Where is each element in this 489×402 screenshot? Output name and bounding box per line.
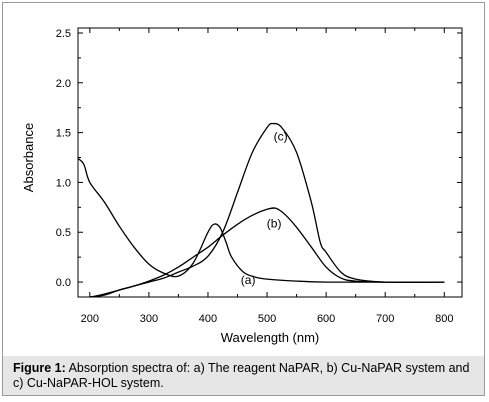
x-tick-label: 800 [435, 313, 453, 325]
labels-group: (a) (b) (c) [241, 130, 288, 287]
y-tick-label: 1.0 [56, 177, 71, 189]
y-tick-label: 2.5 [56, 28, 71, 40]
y-tick-label: 1.5 [56, 128, 71, 140]
x-tick-label: 500 [258, 313, 276, 325]
caption-text: Absorption spectra of: a) The reagent Na… [13, 361, 470, 390]
series-label-b: (b) [267, 216, 282, 230]
axes: 200 300 400 500 600 700 800 0.0 0.5 1.0 1.5 2.0 2.5 W… [21, 27, 463, 345]
figure-frame [2, 2, 485, 396]
series-label-a: (a) [241, 273, 256, 287]
series-label-c: (c) [274, 130, 288, 144]
x-tick-label: 600 [317, 313, 335, 325]
y-tick-label: 2.0 [56, 78, 71, 90]
series-line-a [77, 158, 445, 283]
series-line-c [89, 122, 445, 298]
x-tick-label: 200 [81, 313, 99, 325]
absorption-spectra-chart: 200 300 400 500 600 700 800 0.0 0.5 1.0 1.5 2.0 2.5 W… [21, 27, 463, 345]
y-tick-label: 0.5 [56, 227, 71, 239]
x-tick-label: 400 [199, 313, 217, 325]
x-tick-label: 300 [140, 313, 158, 325]
y-tick-label: 0.0 [56, 277, 71, 289]
caption-label: Figure 1: [13, 361, 66, 375]
x-axis-label: Wavelength (nm) [221, 330, 320, 345]
caption-area: Figure 1: Absorption spectra of: a) The … [3, 356, 484, 395]
y-axis-label: Absorbance [21, 123, 36, 192]
plot-frame [77, 27, 463, 298]
figure-caption: Figure 1: Absorption spectra of: a) The … [13, 361, 478, 391]
x-tick-label: 700 [376, 313, 394, 325]
series-group [77, 122, 445, 298]
